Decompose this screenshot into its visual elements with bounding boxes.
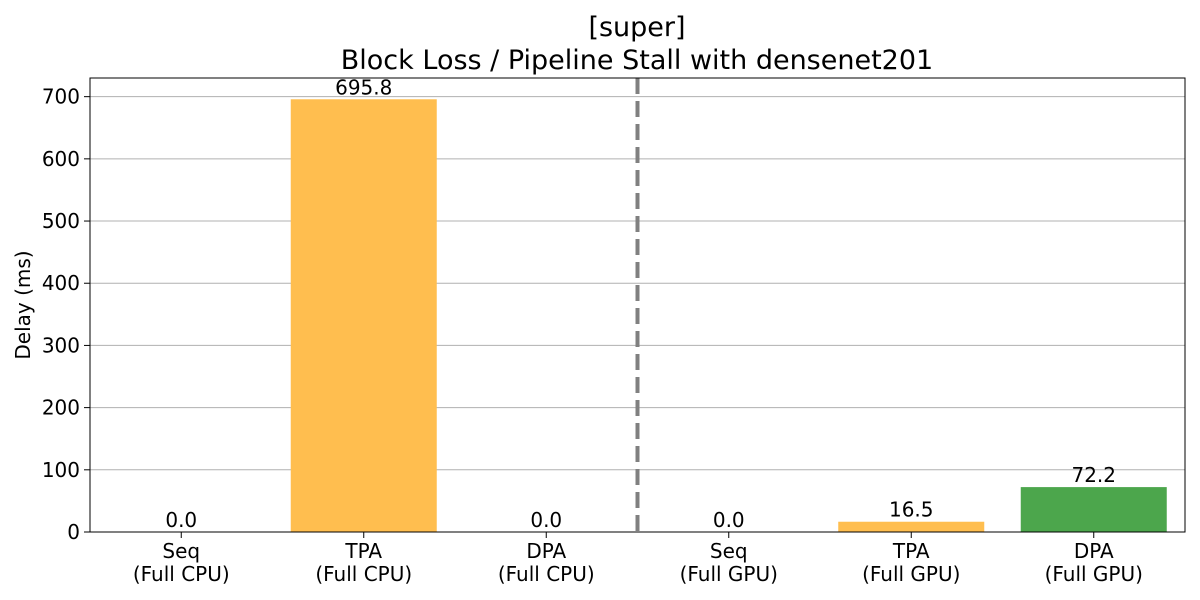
plot-frame [89, 77, 1186, 533]
bar-value-label: 695.8 [335, 75, 392, 99]
bar [838, 521, 985, 532]
bar-value-label: 0.0 [165, 508, 197, 532]
y-tick-label: 400 [42, 271, 80, 295]
y-tick-label: 100 [42, 458, 80, 482]
y-tick-label: 200 [42, 396, 80, 420]
bars [290, 99, 1167, 532]
x-tick-label: (Full GPU) [1045, 562, 1143, 586]
y-tick-label: 500 [42, 209, 80, 233]
bar [1020, 487, 1167, 532]
bar-value-label: 0.0 [713, 508, 745, 532]
x-tick-label: Seq [162, 539, 200, 563]
x-tick-label: (Full CPU) [315, 562, 412, 586]
y-tick-label: 0 [67, 520, 80, 544]
x-tick-label: DPA [526, 539, 566, 563]
y-axis-label: Delay (ms) [11, 250, 35, 359]
bar-value-label: 72.2 [1071, 463, 1116, 487]
bar [290, 99, 437, 532]
x-tick-label: (Full CPU) [133, 562, 230, 586]
y-tick-label: 600 [42, 147, 80, 171]
x-tick-label: (Full CPU) [498, 562, 595, 586]
chart-title-line-1: [super] [588, 12, 685, 43]
x-tick-label: Seq [710, 539, 748, 563]
bar-value-labels: 0.0 695.8 0.0 0.0 16.5 72.2 [165, 75, 1116, 532]
x-tick-label: DPA [1074, 539, 1114, 563]
chart-title-line-2: Block Loss / Pipeline Stall with densene… [341, 45, 933, 76]
bar-value-label: 16.5 [889, 498, 934, 522]
x-tick-label: TPA [344, 539, 382, 563]
bar-value-label: 0.0 [530, 508, 562, 532]
x-tick-label: TPA [892, 539, 930, 563]
x-axis-ticks: Seq(Full CPU)TPA(Full CPU)DPA(Full CPU)S… [133, 532, 1143, 586]
x-tick-label: (Full GPU) [862, 562, 960, 586]
y-axis-ticks: 0 100 200 300 400 500 600 700 [42, 85, 90, 544]
y-tick-label: 700 [42, 85, 80, 109]
x-tick-label: (Full GPU) [680, 562, 778, 586]
y-tick-label: 300 [42, 333, 80, 357]
